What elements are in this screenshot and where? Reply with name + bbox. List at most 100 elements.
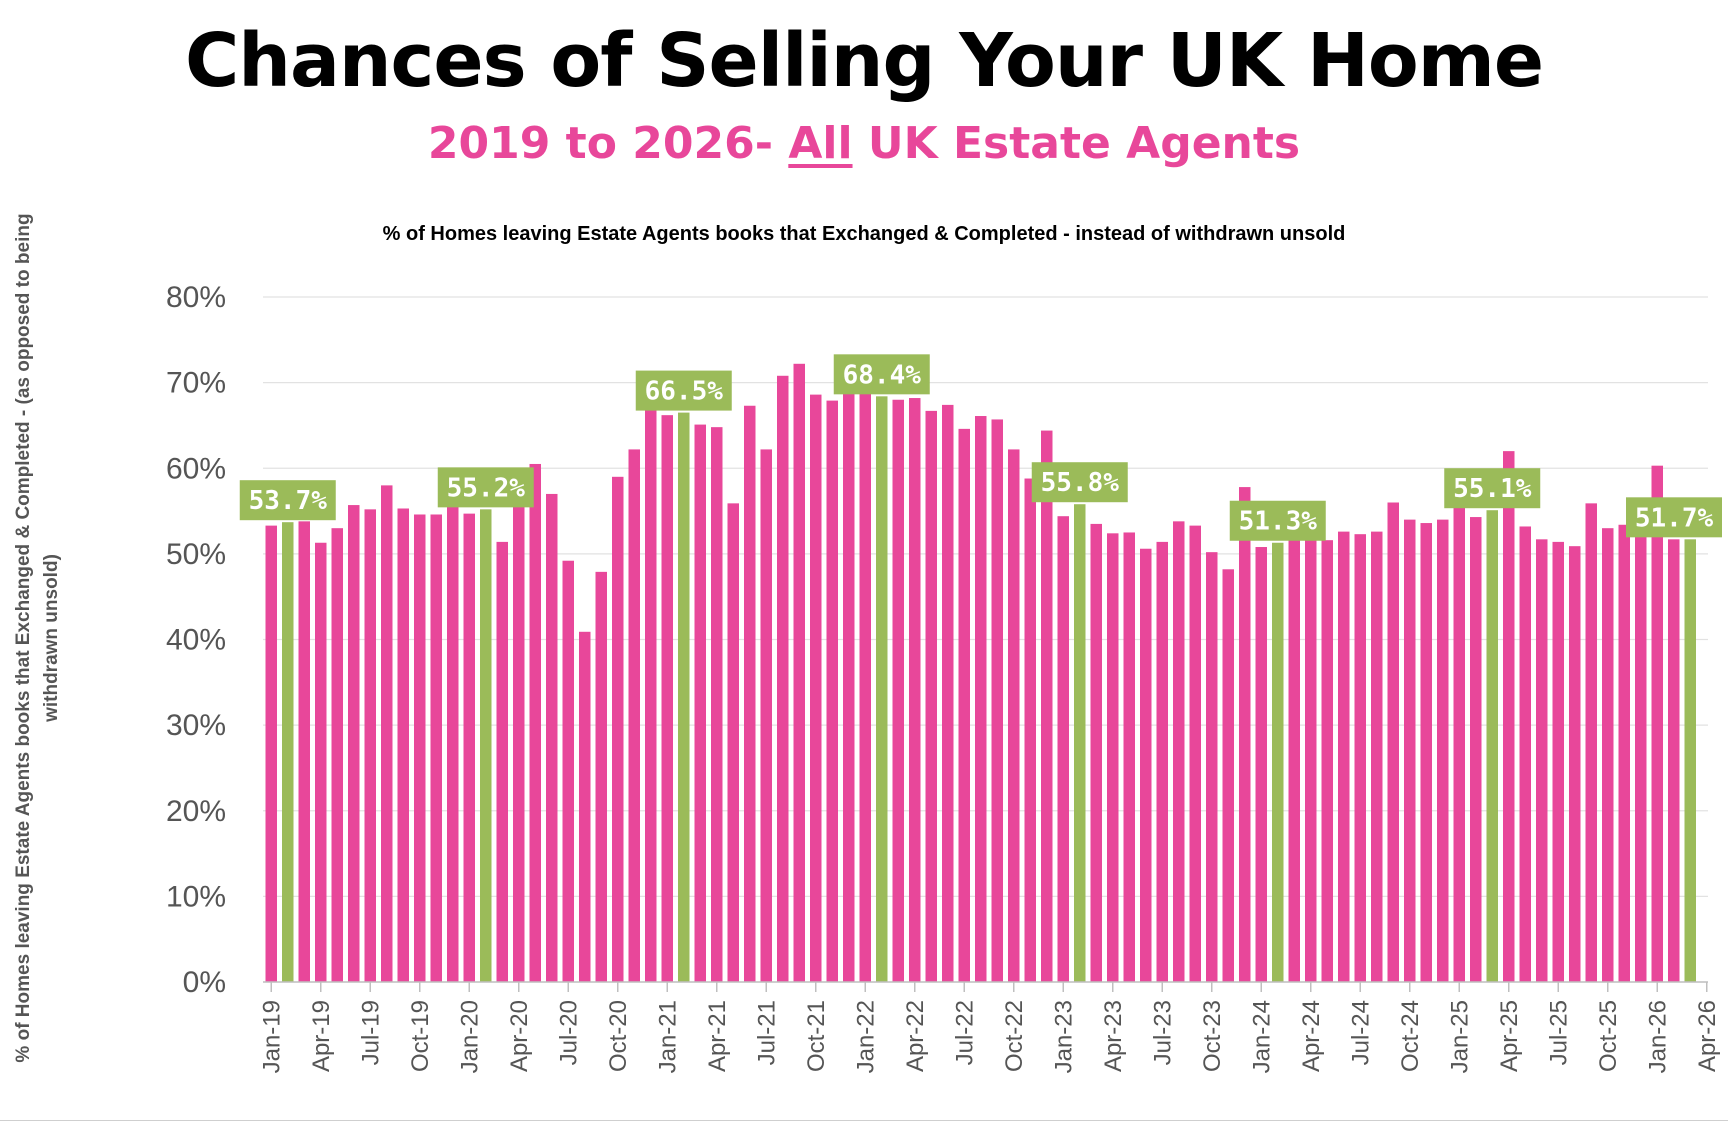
page-subtitle: 2019 to 2026- All UK Estate Agents	[0, 118, 1728, 169]
x-tick-label: Oct-23	[1199, 1000, 1226, 1072]
bar	[843, 386, 855, 982]
x-tick-label: Jan-23	[1050, 1000, 1077, 1073]
bar	[1453, 502, 1465, 982]
bar	[1387, 502, 1399, 982]
x-tick-label: Apr-23	[1100, 1000, 1127, 1072]
x-tick-label: Apr-24	[1298, 1000, 1325, 1072]
bar	[1354, 534, 1366, 982]
bar	[298, 521, 310, 982]
data-label: 53.7%	[249, 486, 328, 516]
bar	[529, 463, 541, 982]
bar	[1404, 519, 1416, 982]
x-tick-label: Apr-20	[506, 1000, 533, 1072]
bar	[1569, 546, 1581, 982]
bar	[1470, 517, 1482, 982]
x-tick-label: Oct-22	[1001, 1000, 1028, 1072]
x-tick-label: Apr-21	[704, 1000, 731, 1072]
bar	[595, 571, 607, 982]
x-tick-label: Jul-25	[1545, 1000, 1572, 1065]
bar	[513, 485, 525, 982]
bar	[628, 449, 640, 983]
bar	[1288, 532, 1300, 982]
x-tick-label: Oct-24	[1397, 1000, 1424, 1072]
data-label-box	[239, 480, 336, 521]
x-tick-label: Jul-23	[1149, 1000, 1176, 1065]
bar	[694, 424, 706, 982]
bar	[364, 509, 376, 982]
bar	[331, 528, 343, 982]
subtitle-prefix: 2019 to 2026-	[427, 118, 789, 169]
x-tick-label: Oct-20	[605, 1000, 632, 1072]
bar	[1090, 523, 1102, 982]
chart-title: % of Homes leaving Estate Agents books t…	[382, 223, 1346, 245]
data-label: 51.7%	[1635, 503, 1714, 533]
data-label-box	[833, 354, 930, 395]
y-tick-label: 0%	[183, 966, 226, 999]
bar	[1008, 449, 1020, 983]
x-tick-label: Jan-26	[1644, 1000, 1671, 1073]
data-label-box	[437, 467, 534, 508]
y-tick-label: 30%	[166, 709, 226, 742]
bar	[1338, 531, 1350, 982]
bar	[480, 509, 492, 982]
data-label-box	[1031, 462, 1128, 503]
data-label: 55.8%	[1041, 468, 1120, 498]
bar	[579, 631, 591, 982]
bar	[1255, 547, 1267, 982]
x-tick-label: Apr-19	[308, 1000, 335, 1072]
bar	[1552, 541, 1564, 982]
bar	[1206, 552, 1218, 982]
x-tick-label: Jul-19	[357, 1000, 384, 1065]
bar	[727, 503, 739, 982]
bar	[1222, 569, 1234, 982]
x-tick-label: Jul-20	[555, 1000, 582, 1065]
bar	[744, 405, 756, 982]
bar	[562, 560, 574, 982]
bar	[612, 476, 624, 982]
bar	[975, 416, 987, 982]
bar	[1684, 539, 1696, 982]
bar	[1189, 525, 1201, 982]
bar	[1618, 524, 1630, 982]
data-label: 55.2%	[447, 473, 526, 503]
data-label-box	[635, 370, 732, 411]
bar	[381, 485, 393, 982]
bar	[1305, 526, 1317, 982]
y-tick-label: 70%	[166, 367, 226, 400]
bar	[810, 394, 822, 982]
bar	[925, 410, 937, 983]
data-label-box	[1626, 497, 1722, 538]
x-tick-label: Jan-24	[1248, 1000, 1275, 1073]
bar	[1635, 510, 1647, 982]
bar	[265, 525, 277, 982]
x-tick-label: Jul-24	[1347, 1000, 1374, 1065]
bar	[1321, 540, 1333, 982]
x-tick-label: Jan-20	[456, 1000, 483, 1073]
bar	[1024, 478, 1036, 982]
bar	[496, 541, 508, 982]
x-tick-label: Oct-21	[803, 1000, 830, 1072]
y-tick-label: 80%	[166, 281, 226, 314]
data-label-box	[1444, 468, 1541, 509]
bar	[315, 542, 327, 982]
bar	[826, 400, 838, 982]
bar	[1041, 430, 1053, 982]
bar	[793, 363, 805, 983]
x-tick-label: Jan-25	[1446, 1000, 1473, 1073]
bar	[447, 502, 459, 982]
page-title: Chances of Selling Your UK Home	[184, 18, 1544, 104]
footer-divider	[0, 1120, 1728, 1121]
bar	[1651, 465, 1663, 982]
bar	[397, 508, 409, 982]
bar	[1272, 542, 1284, 982]
bar	[1140, 548, 1152, 982]
y-tick-label: 20%	[166, 795, 226, 828]
subtitle-underlined-word: All	[788, 118, 853, 169]
x-tick-label: Apr-22	[902, 1000, 929, 1072]
bar	[414, 514, 426, 982]
bar	[661, 415, 673, 983]
bar	[1074, 504, 1086, 982]
bar	[892, 399, 904, 982]
x-tick-label: Jul-22	[951, 1000, 978, 1065]
bar	[942, 404, 954, 982]
